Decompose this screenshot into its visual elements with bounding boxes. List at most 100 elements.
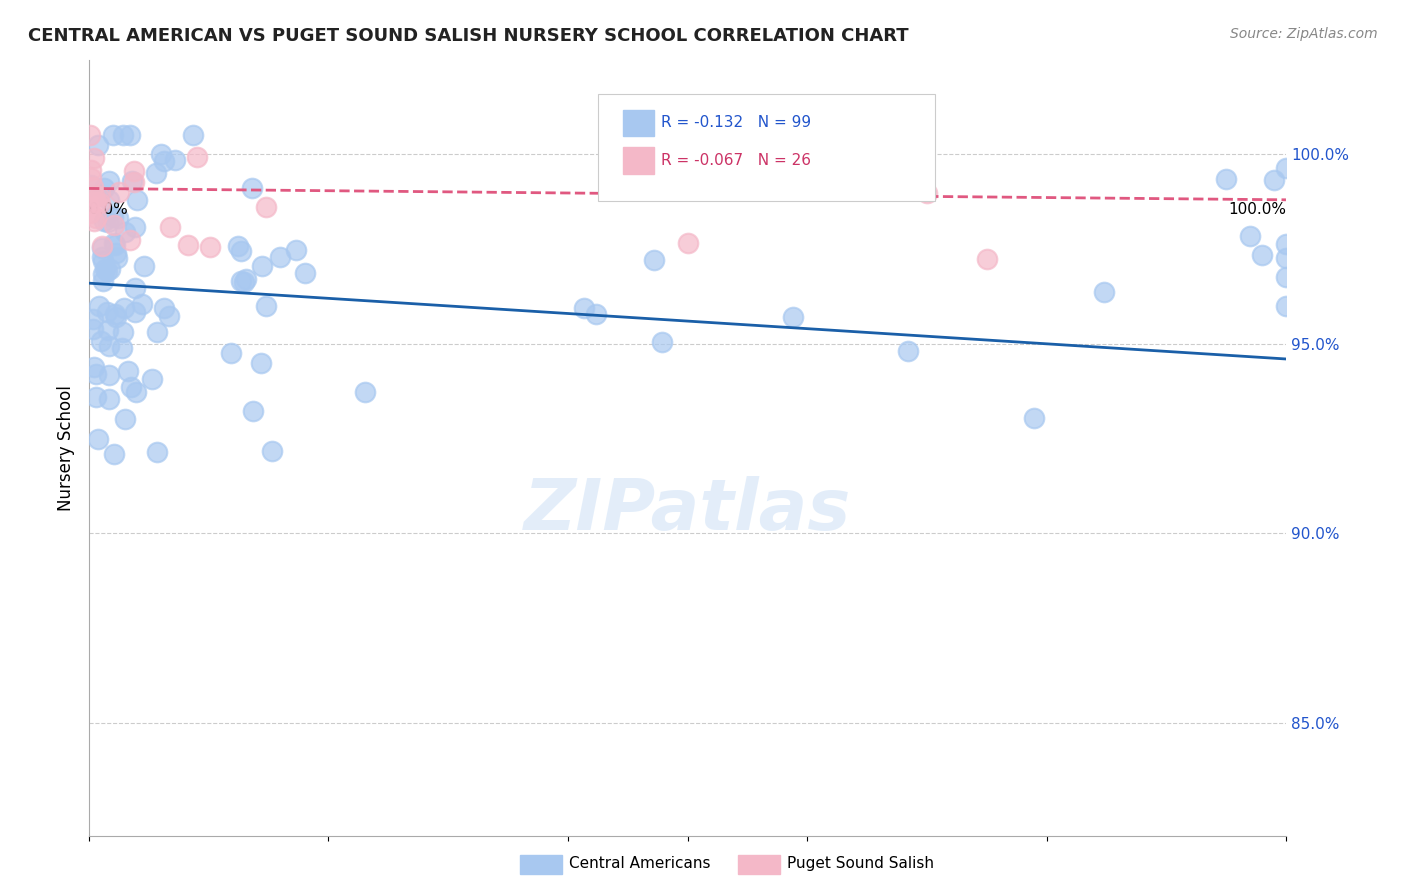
Point [91,253,114,268]
Point [145,166,167,180]
Point [146,445,169,459]
Point [84,194,107,209]
Point [1092,285,1115,299]
Point [643,253,665,268]
Point [186,150,208,164]
Point [107,211,129,225]
Point [617,183,640,197]
Point [96,263,118,277]
Point [1275,299,1298,313]
Point [1275,251,1298,265]
Point [200,240,222,254]
Point [120,128,142,143]
Point [111,128,134,143]
Point [250,356,273,370]
Point [105,246,128,260]
Point [124,305,146,319]
Point [103,235,125,250]
Point [80,171,103,186]
Point [976,252,998,266]
Point [782,310,804,324]
Point [82,180,104,194]
Point [124,281,146,295]
Point [104,307,127,321]
Point [256,299,278,313]
Point [1275,269,1298,284]
Point [84,367,107,381]
Point [181,128,204,143]
Point [159,220,181,235]
Point [1275,236,1298,251]
Point [233,275,256,289]
Point [82,312,104,326]
Point [1263,172,1285,186]
Point [98,392,121,406]
Point [104,238,127,252]
Point [87,432,110,446]
Point [93,213,115,227]
Point [91,267,114,281]
Point [97,368,120,382]
Point [1215,171,1237,186]
Point [107,186,129,200]
Point [240,181,263,195]
Point [150,146,173,161]
Point [111,342,134,356]
Point [112,301,135,316]
Text: 100.0%: 100.0% [1227,202,1286,217]
Point [235,272,257,286]
Point [87,138,110,153]
Text: Source: ZipAtlas.com: Source: ZipAtlas.com [1230,27,1378,41]
Point [219,346,242,360]
Point [146,325,169,339]
Point [121,174,143,188]
Point [285,243,308,257]
Point [127,194,149,208]
Point [254,200,277,214]
Text: 0.0%: 0.0% [89,202,128,217]
Point [163,153,186,167]
Point [82,322,104,336]
Point [83,359,105,374]
Point [90,334,112,349]
Point [90,239,112,253]
Point [1239,228,1261,243]
Point [98,339,121,353]
Point [79,206,101,220]
Point [269,250,291,264]
Y-axis label: Nursery School: Nursery School [58,385,75,511]
Point [101,210,124,224]
Point [1251,248,1274,262]
Point [105,310,128,324]
Point [125,384,148,399]
Point [84,211,107,225]
Point [97,215,120,229]
Point [98,193,121,207]
Point [80,178,103,193]
Point [94,262,117,277]
Point [252,260,274,274]
Point [89,195,111,210]
Point [87,188,110,202]
Point [83,189,105,203]
Point [676,235,699,250]
Point [120,380,142,394]
Point [84,390,107,404]
Point [134,259,156,273]
Point [98,262,121,277]
Point [124,219,146,234]
Point [90,242,112,256]
Point [91,274,114,288]
Point [103,218,125,232]
Point [80,163,103,178]
Point [242,404,264,418]
Point [114,225,136,239]
Point [231,244,253,259]
Point [112,326,135,340]
Point [98,174,121,188]
Point [79,128,101,143]
Text: Central Americans: Central Americans [569,856,711,871]
Point [897,344,920,359]
Point [231,274,253,288]
Point [141,372,163,386]
